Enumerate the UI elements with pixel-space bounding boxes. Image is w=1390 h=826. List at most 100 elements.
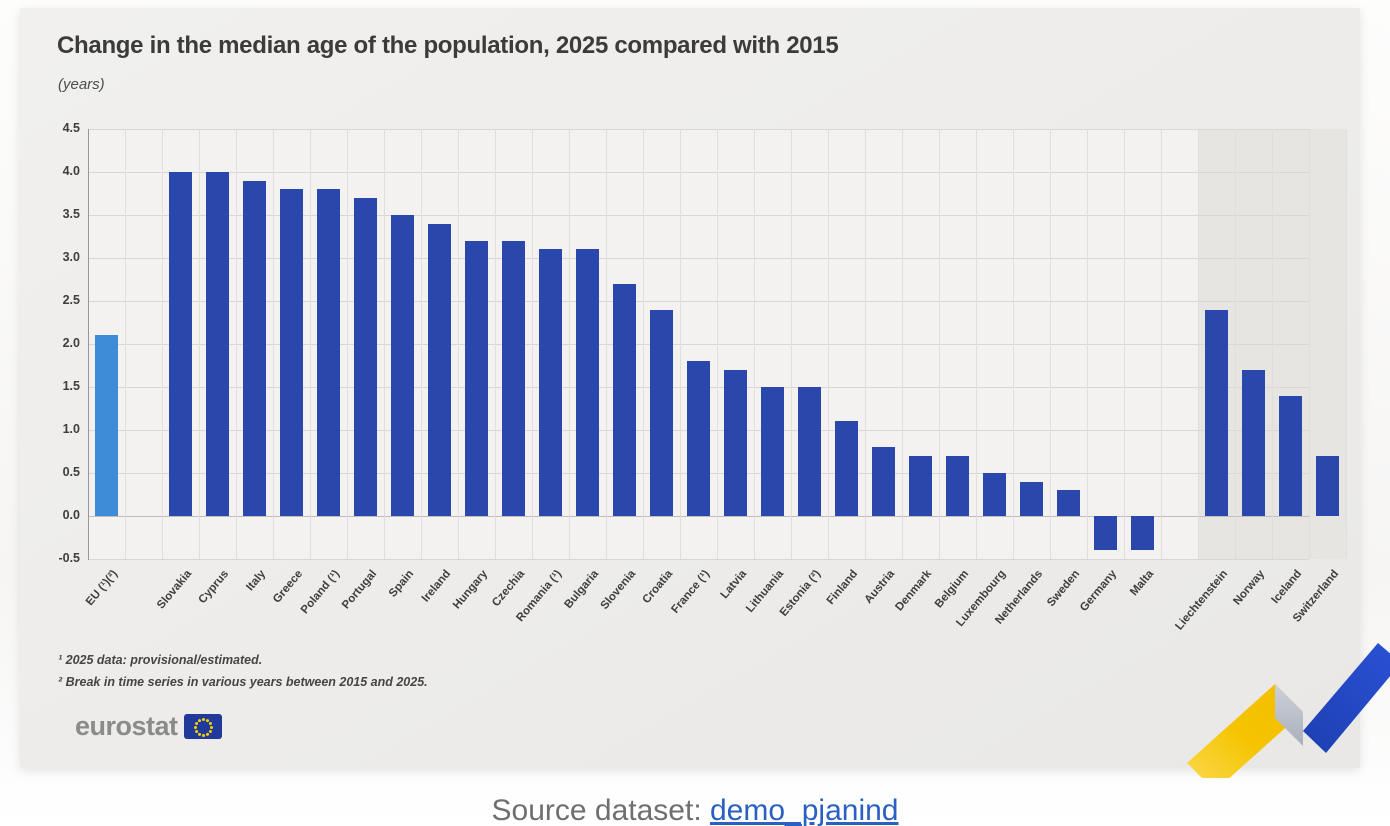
v-gridline [643, 129, 644, 559]
bar-czechia [502, 240, 525, 516]
v-gridline [754, 129, 755, 559]
v-gridline [569, 129, 570, 559]
v-gridline [828, 129, 829, 559]
bar-greece [280, 189, 303, 516]
bar-belgium [946, 455, 969, 516]
y-tick-label: 3.0 [62, 250, 80, 264]
y-tick-label: 2.5 [62, 293, 80, 307]
bar-poland [317, 189, 340, 516]
h-gridline [88, 215, 1309, 216]
v-gridline [1050, 129, 1051, 559]
h-gridline [88, 129, 1309, 130]
y-tick-label: 0.5 [62, 465, 80, 479]
h-gridline [88, 344, 1309, 345]
v-gridline [606, 129, 607, 559]
bar-croatia [650, 309, 673, 516]
bar-lithuania [761, 387, 784, 516]
eurostat-arrow-logo-icon [1187, 643, 1390, 778]
h-gridline [88, 172, 1309, 173]
v-gridline [273, 129, 274, 559]
v-gridline [236, 129, 237, 559]
y-axis-line [88, 129, 89, 560]
bar-latvia [724, 369, 747, 516]
bar-luxembourg [983, 473, 1006, 516]
eu-flag-icon [183, 714, 222, 739]
y-tick-label: 4.0 [62, 164, 80, 178]
bar-malta [1131, 516, 1154, 551]
bar-slovenia [613, 283, 636, 516]
eu-flag-stars [202, 726, 205, 729]
chart-card: Change in the median age of the populati… [20, 8, 1390, 778]
y-tick-label: -0.5 [58, 551, 80, 565]
source-dataset-line: Source dataset: demo_pjanind [0, 794, 1390, 826]
bar-norway [1242, 369, 1265, 516]
v-gridline [310, 129, 311, 559]
bar-portugal [354, 197, 377, 516]
v-gridline [495, 129, 496, 559]
y-tick-label: 0.0 [62, 508, 80, 522]
eurostat-wordmark: eurostat [75, 711, 178, 741]
bar-cyprus [206, 172, 229, 516]
v-gridline [1346, 129, 1347, 559]
bar-denmark [909, 455, 932, 516]
v-gridline [717, 129, 718, 559]
v-gridline [1087, 129, 1088, 559]
bar-liechtenstein [1205, 309, 1228, 516]
source-dataset-label: Source dataset: [491, 794, 702, 826]
bar-eu [95, 335, 118, 516]
bar-slovakia [169, 172, 192, 516]
y-tick-label: 4.5 [62, 121, 80, 135]
bar-netherlands [1020, 481, 1043, 516]
bar-france [687, 361, 710, 516]
h-gridline [88, 301, 1309, 302]
h-gridline [88, 516, 1309, 517]
bar-estonia [798, 387, 821, 516]
eurostat-logo: eurostat [75, 711, 222, 742]
v-gridline [1198, 129, 1199, 559]
v-gridline [125, 129, 126, 559]
v-gridline [865, 129, 866, 559]
footnote-2: ² Break in time series in various years … [58, 675, 428, 689]
y-tick-label: 2.0 [62, 336, 80, 350]
bar-finland [835, 421, 858, 516]
bar-hungary [465, 240, 488, 516]
v-gridline [1124, 129, 1125, 559]
v-gridline [1013, 129, 1014, 559]
v-gridline [1161, 129, 1162, 559]
bar-romania [539, 249, 562, 516]
v-gridline [1235, 129, 1236, 559]
v-gridline [421, 129, 422, 559]
bar-ireland [428, 223, 451, 516]
chart-title: Change in the median age of the populati… [57, 32, 839, 59]
y-tick-label: 1.5 [62, 379, 80, 393]
bar-sweden [1057, 490, 1080, 516]
v-gridline [1309, 129, 1310, 559]
v-gridline [1272, 129, 1273, 559]
bar-iceland [1279, 395, 1302, 516]
v-gridline [458, 129, 459, 559]
v-gridline [347, 129, 348, 559]
v-gridline [791, 129, 792, 559]
bar-italy [243, 180, 266, 516]
y-tick-label: 3.5 [62, 207, 80, 221]
y-tick-label: 1.0 [62, 422, 80, 436]
h-gridline [88, 559, 1309, 560]
h-gridline [88, 258, 1309, 259]
v-gridline [939, 129, 940, 559]
v-gridline [902, 129, 903, 559]
bar-spain [391, 215, 414, 516]
bar-austria [872, 447, 895, 516]
v-gridline [384, 129, 385, 559]
v-gridline [162, 129, 163, 559]
bar-bulgaria [576, 249, 599, 516]
footnote-1: ¹ 2025 data: provisional/estimated. [58, 653, 263, 667]
v-gridline [976, 129, 977, 559]
bar-germany [1094, 516, 1117, 551]
v-gridline [532, 129, 533, 559]
chart-unit-subtitle: (years) [58, 76, 105, 93]
v-gridline [199, 129, 200, 559]
v-gridline [680, 129, 681, 559]
bar-switzerland [1316, 455, 1339, 516]
source-dataset-link[interactable]: demo_pjanind [710, 794, 899, 826]
